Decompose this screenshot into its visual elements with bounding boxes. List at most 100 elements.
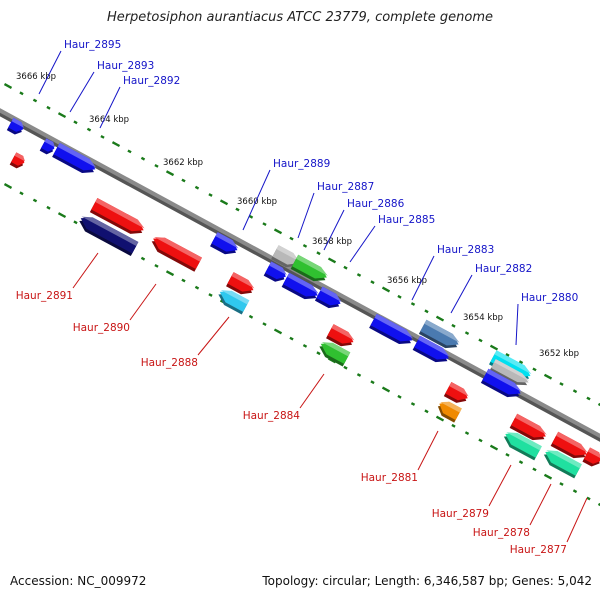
tick-mark	[489, 444, 499, 451]
tick-mark	[543, 373, 553, 380]
gene-label-forward: Haur_2895	[64, 39, 121, 51]
gene-highlight	[418, 335, 450, 357]
callout-line	[450, 274, 473, 314]
callout-line	[417, 430, 439, 471]
callout-line	[299, 373, 325, 409]
gene-haur-2880-b	[480, 368, 522, 398]
gene-label-reverse: Haur_2890	[73, 322, 130, 334]
gene-highlight	[515, 413, 547, 435]
gene-highlight	[57, 142, 97, 168]
tick-mark	[505, 352, 510, 357]
outer-tick-track: 3666 kbp 3664 kbp 3662 kbp 3660 kbp 3658 kbp…	[3, 72, 600, 409]
tick-mark	[32, 98, 38, 103]
gene-haur-2890	[151, 236, 202, 272]
tick-mark	[424, 309, 429, 314]
tick-mark	[289, 336, 294, 341]
tick-mark	[572, 489, 578, 494]
gene-haur-2891-a	[89, 198, 145, 234]
map-title: Herpetosiphon aurantiacus ATCC 23779, co…	[106, 10, 494, 25]
tick-mark	[532, 467, 537, 472]
gene-highlight	[11, 117, 24, 128]
gene-haur-2882	[412, 335, 450, 363]
tick-mark	[32, 198, 38, 203]
tick-mark	[451, 323, 456, 328]
gene-highlight	[374, 313, 414, 339]
accession-text: Accession: NC_009972	[10, 574, 147, 588]
gene-haur-2883	[418, 319, 460, 349]
gene-label-forward: Haur_2883	[437, 244, 494, 256]
tick-mark	[302, 243, 308, 248]
tick-mark	[208, 193, 213, 197]
gene-haur-2886	[281, 272, 319, 300]
tick-mark	[46, 205, 51, 210]
tick-mark	[262, 222, 267, 227]
ruler-label: 3666 kbp	[16, 72, 56, 82]
gene-highlight	[321, 342, 351, 357]
tick-mark	[165, 270, 175, 277]
callout-line	[69, 71, 95, 113]
gene-haur-2877	[582, 447, 600, 467]
tick-mark	[397, 394, 402, 399]
tick-mark	[262, 322, 267, 327]
callout-line	[349, 225, 376, 263]
tick-mark	[154, 263, 159, 268]
gene-haur-2894	[9, 152, 26, 169]
gene-haur-2886-a	[263, 261, 287, 282]
tick-mark	[46, 105, 51, 110]
tick-mark	[57, 212, 67, 219]
ruler-label: 3658 kbp	[312, 237, 352, 247]
tick-mark	[235, 207, 240, 212]
gene-highlight	[546, 450, 582, 469]
gene-highlight	[215, 232, 239, 249]
tick-mark	[19, 91, 24, 96]
tick-mark	[356, 273, 362, 277]
callout-line	[99, 86, 121, 129]
gene-haur-2884-a	[326, 324, 355, 347]
tick-mark	[489, 344, 499, 351]
gene-haur-2887	[290, 254, 328, 282]
callout-line	[72, 252, 99, 289]
tick-mark	[127, 149, 132, 154]
gene-haur-2885	[314, 286, 342, 309]
tick-mark	[572, 389, 578, 394]
gene-highlight	[14, 152, 26, 162]
genome-summary-text: Topology: circular; Length: 6,346,587 bp…	[262, 574, 592, 588]
gene-highlight	[506, 432, 542, 451]
gene-label-forward: Haur_2880	[521, 292, 578, 304]
ruler-label: 3662 kbp	[163, 158, 203, 168]
gene-label-reverse: Haur_2878	[473, 527, 530, 539]
tick-mark	[586, 496, 591, 501]
gene-haur-2880-gray	[489, 359, 530, 386]
gene-haur-2887-gray	[271, 245, 300, 268]
tick-mark	[165, 170, 175, 177]
tick-mark	[356, 373, 362, 377]
gene-highlight	[231, 272, 255, 289]
tick-mark	[410, 402, 416, 406]
gene-label-reverse: Haur_2891	[16, 290, 73, 302]
ruler-label: 3652 kbp	[539, 349, 579, 359]
gene-label-reverse: Haur_2884	[243, 410, 301, 422]
tick-mark	[327, 257, 337, 264]
gene-label-forward: Haur_2885	[378, 214, 435, 226]
tick-mark	[381, 286, 391, 293]
tick-mark	[289, 236, 294, 241]
gene-haur-2878	[543, 450, 582, 479]
tick-mark	[543, 473, 553, 480]
gene-haur-2883-a	[369, 313, 414, 345]
tick-mark	[73, 220, 78, 225]
gene-label-forward: Haur_2886	[347, 198, 405, 210]
callout-line	[411, 255, 435, 301]
gene-highlight	[556, 431, 588, 453]
ruler-label: 3664 kbp	[89, 115, 129, 125]
gene-highlight	[494, 359, 530, 382]
tick-mark	[3, 183, 13, 189]
gene-highlight	[220, 290, 250, 305]
gene-body	[219, 290, 250, 312]
callout-line	[323, 209, 345, 251]
gene-highlight	[331, 324, 355, 341]
gene-highlight	[440, 401, 462, 413]
tick-mark	[586, 396, 591, 401]
gene-haur-2888	[218, 290, 250, 315]
callout-line	[297, 192, 315, 239]
